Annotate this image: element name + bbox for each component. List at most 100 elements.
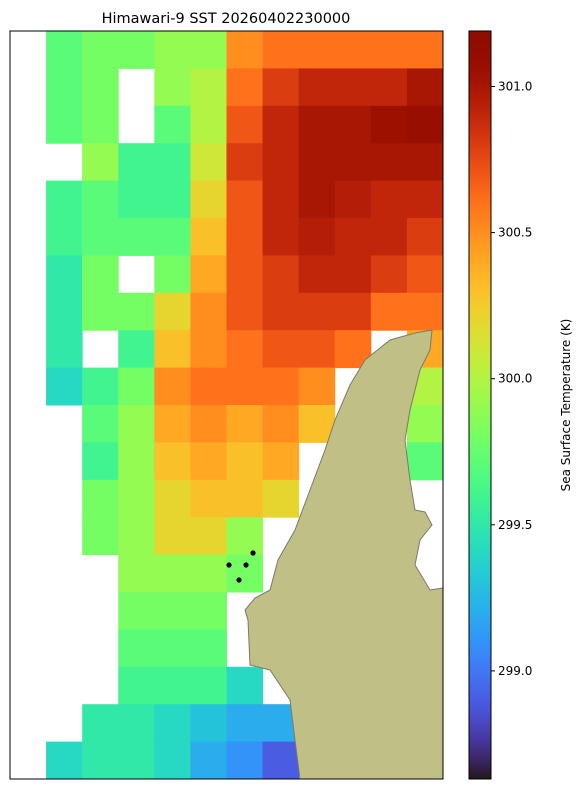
sst-cell bbox=[118, 180, 155, 219]
sst-cell bbox=[118, 479, 155, 518]
sst-cell bbox=[46, 741, 83, 780]
sst-cell bbox=[334, 31, 372, 69]
sst-cell bbox=[118, 666, 155, 705]
sst-cell bbox=[370, 68, 408, 107]
sst-cell bbox=[154, 218, 191, 256]
sst-cell bbox=[226, 554, 264, 593]
sst-cell bbox=[154, 554, 191, 593]
sst-cell bbox=[82, 218, 119, 256]
sst-cell bbox=[190, 666, 227, 705]
sst-cell bbox=[298, 218, 336, 256]
sst-cell bbox=[370, 218, 408, 256]
sst-cell bbox=[226, 479, 264, 518]
sst-cell bbox=[226, 180, 264, 219]
sst-cell bbox=[154, 367, 191, 406]
sst-cell bbox=[334, 68, 372, 107]
sst-cell bbox=[190, 442, 227, 481]
sst-cell bbox=[226, 442, 264, 481]
sst-cell bbox=[154, 143, 191, 182]
sst-cell bbox=[118, 629, 155, 668]
sst-cell bbox=[118, 330, 155, 369]
sst-cell bbox=[190, 143, 227, 182]
colorbar bbox=[468, 30, 492, 780]
sst-cell bbox=[190, 105, 227, 144]
sst-cell bbox=[46, 31, 83, 69]
sst-cell bbox=[370, 255, 408, 294]
map-frame bbox=[9, 30, 444, 780]
sst-cell bbox=[118, 292, 155, 331]
sst-cell bbox=[298, 105, 336, 144]
sst-cell bbox=[46, 330, 83, 369]
sst-cell bbox=[370, 143, 408, 182]
sst-cell bbox=[190, 330, 227, 369]
sst-cell bbox=[46, 292, 83, 331]
chart-title: Himawari-9 SST 20260402230000 bbox=[102, 11, 351, 27]
sst-cell bbox=[406, 31, 444, 69]
land bbox=[244, 329, 444, 780]
marker bbox=[250, 550, 256, 556]
sst-cell bbox=[298, 255, 336, 294]
sst-cell bbox=[406, 405, 444, 443]
sst-cell bbox=[154, 330, 191, 369]
sst-cell bbox=[298, 68, 336, 107]
sst-cell bbox=[82, 292, 119, 331]
sst-cell bbox=[190, 704, 227, 743]
sst-cell bbox=[370, 31, 408, 69]
sst-cell bbox=[262, 330, 300, 369]
sst-cell bbox=[190, 592, 227, 630]
sst-cell bbox=[82, 442, 119, 481]
sst-cell bbox=[262, 479, 300, 518]
sst-cell bbox=[118, 554, 155, 593]
sst-cell bbox=[262, 442, 300, 481]
marker bbox=[243, 562, 249, 568]
sst-cell bbox=[298, 180, 336, 219]
sst-cell bbox=[118, 741, 155, 780]
sst-cell bbox=[154, 666, 191, 705]
colorbar-tick-label: 299.5 bbox=[498, 518, 532, 532]
sst-cell bbox=[334, 218, 372, 256]
marker bbox=[236, 577, 242, 583]
colorbar-tick-label: 300.5 bbox=[498, 226, 532, 240]
sst-cell bbox=[226, 367, 264, 406]
sst-cell bbox=[262, 180, 300, 219]
sst-cell bbox=[190, 479, 227, 518]
sst-cell bbox=[190, 554, 227, 593]
sst-cell bbox=[262, 741, 300, 780]
sst-cell bbox=[154, 479, 191, 518]
sst-cell bbox=[406, 218, 444, 256]
sst-cell bbox=[406, 442, 444, 481]
sst-cell bbox=[226, 68, 264, 107]
sst-cell bbox=[406, 105, 444, 144]
sst-cell bbox=[262, 255, 300, 294]
sst-cell bbox=[190, 255, 227, 294]
sst-cell bbox=[154, 292, 191, 331]
sst-cell bbox=[82, 255, 119, 294]
sst-cell bbox=[262, 405, 300, 443]
sst-cell bbox=[226, 330, 264, 369]
sst-cell bbox=[46, 68, 83, 107]
sst-cell bbox=[46, 367, 83, 406]
sst-cell bbox=[226, 741, 264, 780]
sst-cell bbox=[262, 31, 300, 69]
sst-cell bbox=[154, 442, 191, 481]
sst-cell bbox=[82, 367, 119, 406]
sst-cell bbox=[298, 292, 336, 331]
sst-cell bbox=[226, 31, 264, 69]
sst-cell bbox=[298, 367, 336, 406]
sst-cell bbox=[82, 31, 119, 69]
sst-cell bbox=[406, 292, 444, 331]
sst-cell bbox=[46, 180, 83, 219]
sst-cell bbox=[190, 629, 227, 668]
sst-cell bbox=[262, 367, 300, 406]
sst-cell bbox=[406, 180, 444, 219]
sst-cell bbox=[118, 442, 155, 481]
sst-cell bbox=[190, 741, 227, 780]
sst-cell bbox=[154, 255, 191, 294]
sst-cell bbox=[190, 180, 227, 219]
sst-cell bbox=[190, 517, 227, 556]
colorbar-tick-label: 299.0 bbox=[498, 664, 532, 678]
sst-cell bbox=[190, 31, 227, 69]
sst-cell bbox=[370, 292, 408, 331]
sst-cell bbox=[154, 741, 191, 780]
sst-cell bbox=[154, 629, 191, 668]
